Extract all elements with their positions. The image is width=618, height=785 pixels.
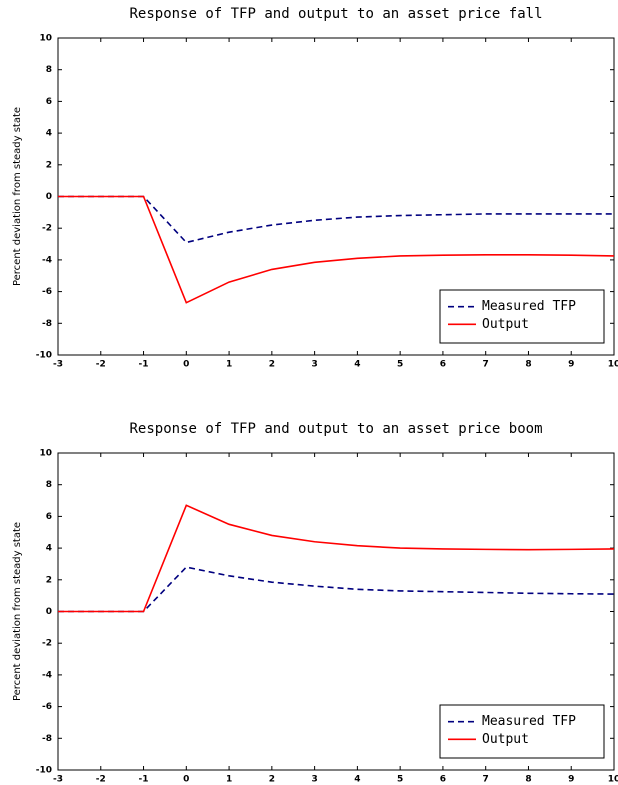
y-tick-label: 4 xyxy=(46,544,52,554)
y-tick-label: 0 xyxy=(46,192,52,202)
x-tick-label: -3 xyxy=(53,775,63,785)
x-tick-label: -3 xyxy=(53,360,63,370)
y-axis-label: Percent deviation from steady state xyxy=(12,107,23,286)
x-tick-label: 7 xyxy=(483,775,489,785)
x-tick-label: 2 xyxy=(269,360,275,370)
x-tick-label: 7 xyxy=(483,360,489,370)
series-line xyxy=(58,504,615,613)
x-tick-label: 2 xyxy=(269,775,275,785)
y-tick-label: -10 xyxy=(36,351,52,361)
x-tick-label: 3 xyxy=(311,775,317,785)
y-tick-label: -10 xyxy=(36,766,52,776)
x-tick-label: 6 xyxy=(440,775,446,785)
x-tick-label: 8 xyxy=(525,775,531,785)
x-tick-label: 9 xyxy=(568,775,574,785)
x-tick-label: 0 xyxy=(183,360,189,370)
y-tick-label: 2 xyxy=(46,160,52,170)
x-tick-label: 1 xyxy=(226,360,232,370)
legend: Measured TFP Output xyxy=(439,289,605,344)
y-tick-label: -8 xyxy=(42,734,52,744)
series-line xyxy=(58,566,615,613)
series-line xyxy=(58,195,615,304)
x-tick-label: 10 xyxy=(608,360,618,370)
y-tick-label: 8 xyxy=(46,65,52,75)
x-tick-label: 10 xyxy=(608,775,618,785)
y-tick-label: -8 xyxy=(42,319,52,329)
chart-title: Response of TFP and output to an asset p… xyxy=(129,6,542,22)
y-tick-label: 6 xyxy=(46,512,52,522)
y-tick-label: -2 xyxy=(42,224,52,234)
x-tick-label: 0 xyxy=(183,775,189,785)
x-tick-label: -1 xyxy=(139,775,149,785)
y-tick-label: 0 xyxy=(46,607,52,617)
legend-label: Measured TFP xyxy=(482,299,576,314)
y-tick-label: -6 xyxy=(42,287,52,297)
series-line xyxy=(58,195,614,244)
legend-box xyxy=(439,289,605,344)
legend-box xyxy=(439,704,605,759)
y-tick-label: -4 xyxy=(42,255,52,265)
x-tick-label: 3 xyxy=(311,360,317,370)
legend-label: Output xyxy=(482,317,529,332)
legend-label: Output xyxy=(482,732,529,747)
y-tick-label: 2 xyxy=(46,575,52,585)
x-tick-label: -1 xyxy=(139,360,149,370)
x-tick-label: 4 xyxy=(354,360,360,370)
x-tick-label: 5 xyxy=(397,360,403,370)
y-tick-label: 6 xyxy=(46,97,52,107)
y-tick-label: 4 xyxy=(46,129,52,139)
x-tick-label: 1 xyxy=(226,775,232,785)
y-tick-label: -2 xyxy=(42,639,52,649)
chart-title: Response of TFP and output to an asset p… xyxy=(129,421,542,437)
x-tick-label: 4 xyxy=(354,775,360,785)
y-tick-label: 10 xyxy=(39,34,52,44)
legend-label: Measured TFP xyxy=(482,714,576,729)
y-axis-label: Percent deviation from steady state xyxy=(12,522,23,701)
y-tick-label: -6 xyxy=(42,702,52,712)
y-tick-label: -4 xyxy=(42,670,52,680)
chart-panel: Response of TFP and output to an asset p… xyxy=(12,6,618,370)
x-tick-label: 9 xyxy=(568,360,574,370)
x-tick-label: 6 xyxy=(440,360,446,370)
legend: Measured TFP Output xyxy=(439,704,605,759)
x-tick-label: -2 xyxy=(96,775,106,785)
y-tick-label: 8 xyxy=(46,480,52,490)
x-tick-label: 8 xyxy=(525,360,531,370)
x-tick-label: -2 xyxy=(96,360,106,370)
chart-panel: Response of TFP and output to an asset p… xyxy=(12,421,618,785)
x-tick-label: 5 xyxy=(397,775,403,785)
y-tick-label: 10 xyxy=(39,449,52,459)
